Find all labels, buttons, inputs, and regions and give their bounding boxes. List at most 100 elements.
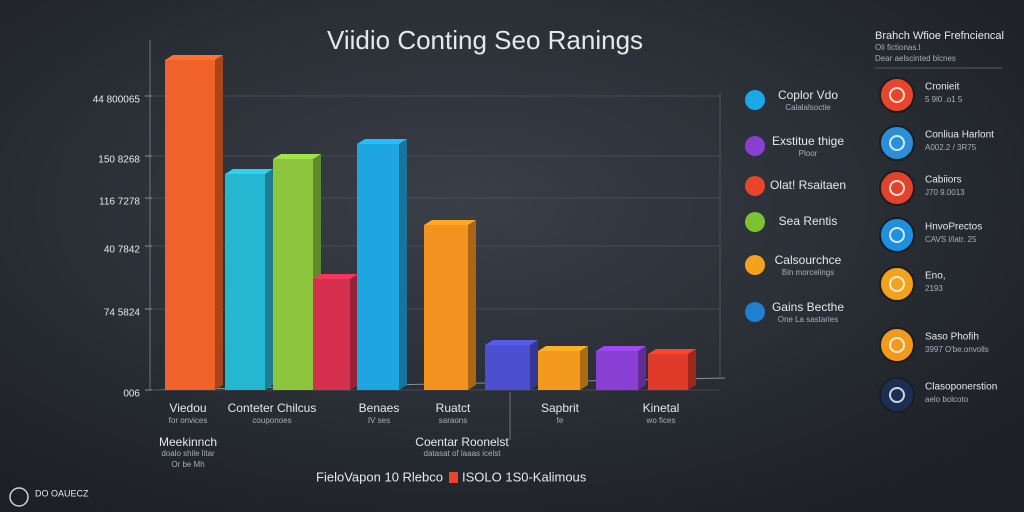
bar-top [357,139,407,144]
footer-legend-swatch [449,472,458,483]
panel-item-sub: J70 9.0013 [925,188,965,197]
panel-item-sub: CAVS l/latr. 25 [925,235,977,244]
panel-item-sub: aelo bolcoto [925,395,969,404]
legend-label: Olat! Rsaitaen [770,178,846,192]
x-tick-sublabel: IV ses [368,416,390,425]
bar [273,159,313,390]
bar-top [648,349,696,354]
panel-icon [879,170,915,206]
y-tick-label: 44 800065 [93,95,141,106]
x-tick-sublabel: saraons [439,416,467,425]
bar-side [215,55,223,390]
bar-side [530,340,538,390]
panel-item-name: Clasoponerstion [925,382,997,393]
panel-icon [879,266,915,302]
panel-item-name: HnvoPrectos [925,222,982,233]
panel-icon [879,217,915,253]
legend-swatch [745,302,765,322]
legend-sub: One La sastaries [778,315,838,324]
legend-sub: Calalalsoctie [785,103,831,112]
y-tick-label: 74 5824 [104,308,141,319]
bar-top [225,169,273,174]
panel-icon [879,125,915,161]
legend-sub: Bin morcelings [782,268,834,277]
bar-top [424,220,476,225]
bar-top [313,274,358,279]
y-tick-label: 150 8268 [98,155,140,166]
panel-icon-inner [889,387,905,403]
panel-item-sub: A002.2 / 3R75 [925,143,977,152]
panel-item-name: Saso Phofih [925,332,979,343]
bar [165,60,215,390]
bar [596,351,638,390]
bar [225,174,265,390]
bar [538,351,580,390]
bar-side [580,346,588,390]
bar [424,225,468,390]
panel-icon [879,327,915,363]
legend-label: Gains Becthe [772,300,844,314]
y-tick-label: 40 7842 [104,245,141,256]
panel-title: Brahch Wfioe Frefnciencal [875,30,1004,42]
panel-item-name: Cabiiors [925,175,962,186]
y-tick-label: 006 [123,389,140,400]
legend-label: Calsourchce [775,253,842,267]
legend-sub: Ploor [799,149,818,158]
panel-subtitle: Dear aelscinted blcnes [875,54,956,63]
bar-top [538,346,588,351]
bar-top [485,340,538,345]
panel-icon-inner [889,276,905,292]
chart-title: Viidio Conting Seo Ranings [327,25,643,55]
panel-icon [879,77,915,113]
legend-swatch [745,255,765,275]
legend-label: Sea Rentis [779,214,838,228]
footer-legend: ISOLO 1S0-Kalimous [462,469,587,484]
panel-item-name: Cronieit [925,82,960,93]
bar-side [468,220,476,390]
x-tick-label: Conteter Chilcus [228,401,317,415]
note: doalo shile litar [161,449,215,458]
panel-item-sub: 2193 [925,284,943,293]
bar-side [265,169,273,390]
panel-icon-inner [889,135,905,151]
bar-top [596,346,646,351]
panel-icon-inner [889,87,905,103]
note: Or be Mh [171,460,204,469]
bar-top [273,154,321,159]
bar-side [688,349,696,390]
legend-swatch [745,136,765,156]
badge-icon [9,487,29,507]
panel-item-name: Conliua Harlont [925,130,994,141]
bar-top [165,55,223,60]
x-tick-sublabel: fe [557,416,564,425]
note: Coentar Roonelst [415,435,509,449]
bar [648,354,688,390]
badge: DO OAUECZ [35,488,89,498]
panel-item-sub: 5 9l0 .o1 5 [925,95,963,104]
bar-side [350,274,358,390]
panel-icon-inner [889,337,905,353]
legend-swatch [745,212,765,232]
bar [485,345,530,390]
x-tick-sublabel: couponoes [252,416,291,425]
y-tick-label: 116 7278 [99,197,140,208]
legend-label: Exstitue thige [772,134,844,148]
bar-side [638,346,646,390]
bar [357,144,399,390]
note: Meekinnch [159,435,217,449]
x-tick-label: Sapbrit [541,401,580,415]
bar [313,279,350,390]
legend-swatch [745,90,765,110]
panel-item-name: Eno, [925,271,946,282]
panel-subtitle: Oli fictionas.l [875,43,921,52]
legend-label: Coplor Vdo [778,88,838,102]
x-tick-label: Viedou [169,401,206,415]
x-tick-sublabel: wo fices [646,416,676,425]
panel-icon [879,377,915,413]
panel-icon-inner [889,227,905,243]
note: datasat of laaas icelst [424,449,502,458]
panel-item-sub: 3997 O'be.onvolls [925,345,989,354]
bar-side [399,139,407,390]
